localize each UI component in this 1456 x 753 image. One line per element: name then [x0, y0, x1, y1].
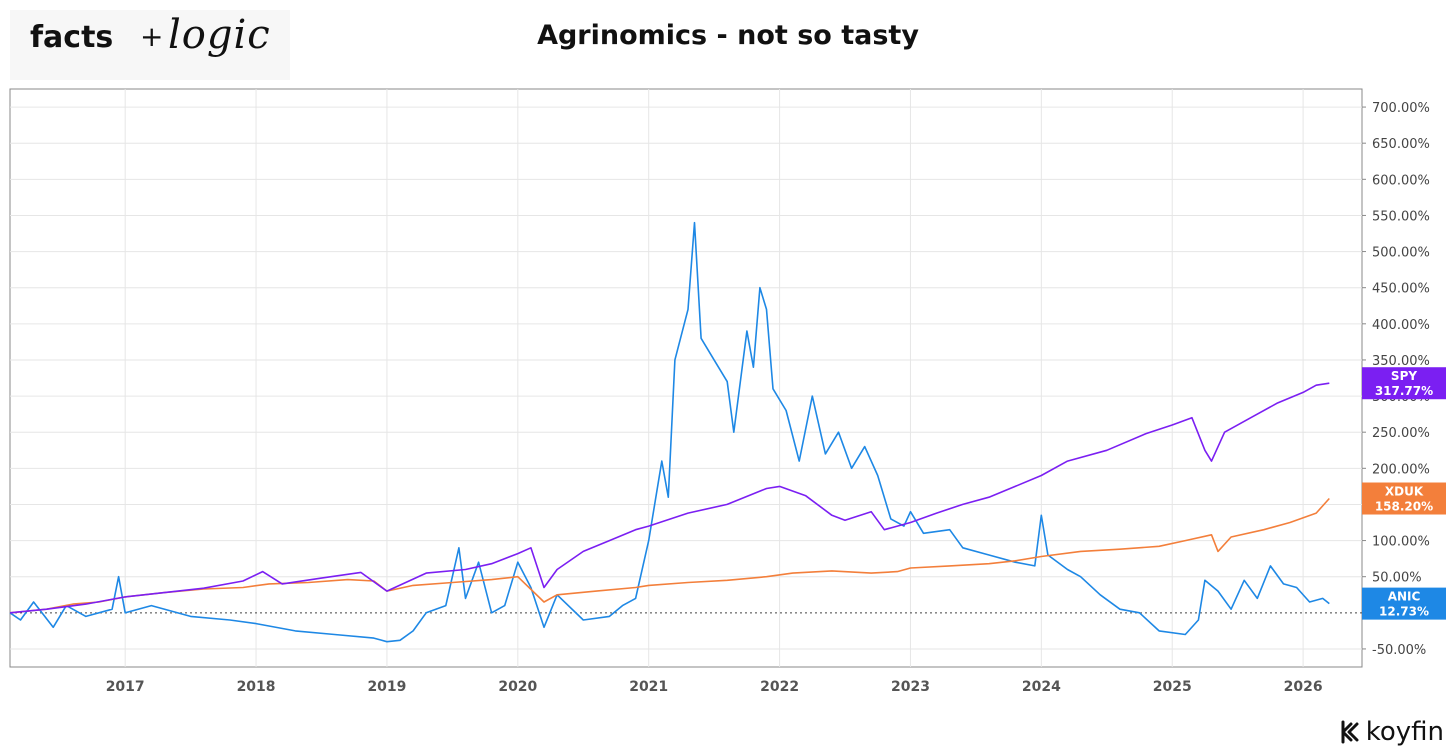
logo-logic: logic — [168, 12, 271, 58]
x-tick-label: 2024 — [1022, 679, 1061, 695]
y-tick-label: 400.00% — [1372, 318, 1430, 333]
x-tick-label: 2020 — [498, 679, 537, 695]
y-tick-label: 600.00% — [1372, 173, 1430, 188]
y-tick-label: 700.00% — [1372, 101, 1430, 116]
x-tick-label: 2022 — [760, 679, 799, 695]
series-last-value-label: 317.77% — [1375, 384, 1433, 398]
y-tick-label: 500.00% — [1372, 246, 1430, 261]
y-tick-label: 450.00% — [1372, 282, 1430, 297]
koyfin-branding: koyfin — [1340, 717, 1444, 747]
y-tick-label: 100.00% — [1372, 535, 1430, 550]
x-tick-label: 2019 — [367, 679, 406, 695]
logo-plus: + — [140, 20, 164, 53]
series-last-value-label: 12.73% — [1379, 605, 1429, 619]
x-tick-label: 2018 — [237, 679, 276, 695]
last-value-tag-bg — [1362, 587, 1446, 620]
last-value-tag-bg — [1362, 367, 1446, 400]
series-line-spy — [9, 382, 1330, 614]
y-tick-label: 550.00% — [1372, 209, 1430, 224]
series-name-label: ANIC — [1388, 590, 1421, 604]
y-tick-label: 50.00% — [1372, 571, 1422, 586]
logo-background — [10, 10, 290, 80]
series-name-label: XDUK — [1385, 485, 1424, 499]
koyfin-label: koyfin — [1365, 717, 1444, 747]
series-last-value-label: 158.20% — [1375, 500, 1433, 514]
y-tick-label: 200.00% — [1372, 462, 1430, 477]
y-tick-label: 650.00% — [1372, 137, 1430, 152]
y-tick-label: 250.00% — [1372, 426, 1430, 441]
koyfin-logo-icon — [1341, 720, 1359, 744]
x-tick-label: 2025 — [1153, 679, 1192, 695]
x-tick-label: 2026 — [1284, 679, 1323, 695]
y-tick-label: -50.00% — [1372, 643, 1426, 658]
logo-facts: facts — [30, 20, 114, 55]
series-name-label: SPY — [1391, 369, 1417, 383]
series-line-anic — [9, 221, 1330, 643]
x-tick-label: 2021 — [629, 679, 668, 695]
series-line-xduk — [9, 497, 1330, 614]
last-value-tag-bg — [1362, 482, 1446, 515]
x-tick-label: 2017 — [106, 679, 145, 695]
y-tick-label: 350.00% — [1372, 354, 1430, 369]
chart-title: Agrinomics - not so tasty — [537, 20, 919, 51]
plot-area — [9, 88, 1363, 668]
x-tick-label: 2023 — [891, 679, 930, 695]
